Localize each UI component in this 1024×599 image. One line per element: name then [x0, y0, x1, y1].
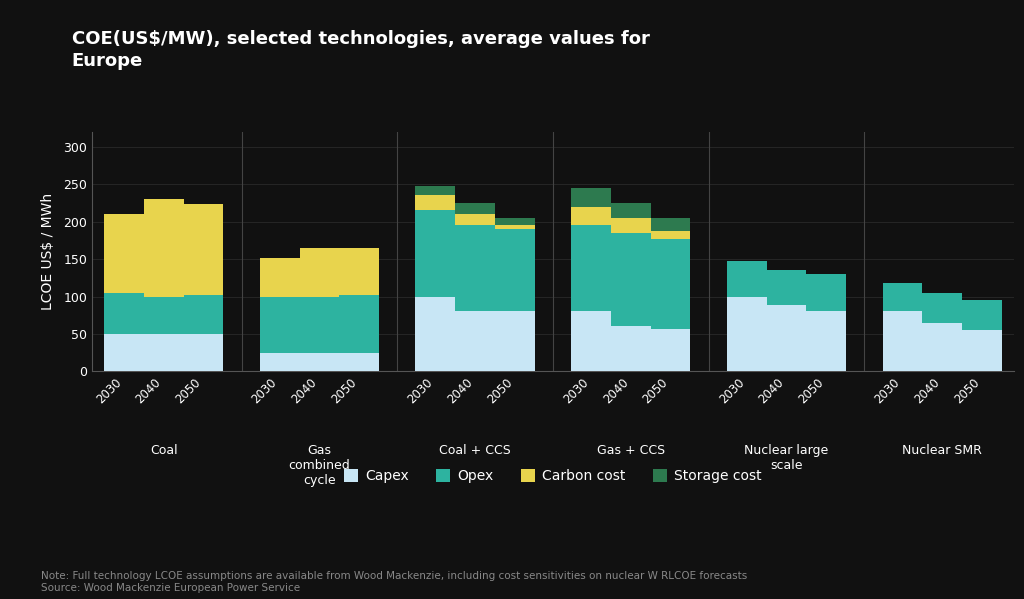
Text: Nuclear SMR: Nuclear SMR: [902, 444, 982, 456]
Bar: [456, 311, 495, 371]
Bar: [416, 297, 456, 371]
Bar: [611, 233, 650, 326]
Bar: [963, 330, 1001, 371]
Bar: [611, 203, 650, 218]
Bar: [883, 311, 923, 371]
Text: Nuclear large
scale: Nuclear large scale: [744, 444, 828, 471]
Bar: [727, 261, 767, 297]
Bar: [260, 297, 300, 353]
Bar: [883, 283, 923, 311]
Y-axis label: LCOE US$ / MWh: LCOE US$ / MWh: [41, 193, 55, 310]
Bar: [495, 311, 535, 371]
Bar: [727, 297, 767, 371]
Bar: [339, 295, 379, 353]
Bar: [611, 326, 650, 371]
Text: Gas + CCS: Gas + CCS: [597, 444, 665, 456]
Bar: [650, 218, 690, 231]
Bar: [495, 225, 535, 229]
Bar: [767, 270, 806, 305]
Bar: [495, 229, 535, 311]
Bar: [963, 300, 1001, 330]
Text: Gas
combined
cycle: Gas combined cycle: [289, 444, 350, 486]
Bar: [300, 248, 339, 297]
Bar: [923, 293, 963, 323]
Text: Coal + CCS: Coal + CCS: [439, 444, 511, 456]
Bar: [611, 218, 650, 233]
Bar: [571, 188, 611, 207]
Bar: [650, 239, 690, 329]
Bar: [923, 323, 963, 371]
Text: Coal: Coal: [150, 444, 177, 456]
Bar: [416, 210, 456, 297]
Bar: [104, 334, 143, 371]
Bar: [571, 311, 611, 371]
Bar: [300, 297, 339, 353]
Legend: Capex, Opex, Carbon cost, Storage cost: Capex, Opex, Carbon cost, Storage cost: [344, 470, 762, 483]
Bar: [495, 218, 535, 225]
Bar: [650, 329, 690, 371]
Bar: [456, 214, 495, 225]
Bar: [183, 204, 223, 295]
Bar: [456, 203, 495, 214]
Bar: [571, 207, 611, 225]
Bar: [806, 274, 846, 311]
Bar: [104, 293, 143, 334]
Bar: [806, 311, 846, 371]
Bar: [143, 334, 183, 371]
Bar: [416, 186, 456, 195]
Bar: [143, 199, 183, 297]
Bar: [456, 225, 495, 311]
Bar: [416, 195, 456, 210]
Bar: [183, 334, 223, 371]
Bar: [143, 297, 183, 334]
Bar: [339, 353, 379, 371]
Text: Note: Full technology LCOE assumptions are available from Wood Mackenzie, includ: Note: Full technology LCOE assumptions a…: [41, 571, 748, 593]
Bar: [183, 295, 223, 334]
Bar: [260, 353, 300, 371]
Bar: [260, 258, 300, 297]
Bar: [104, 214, 143, 293]
Bar: [767, 305, 806, 371]
Bar: [571, 225, 611, 311]
Bar: [650, 231, 690, 239]
Bar: [300, 353, 339, 371]
Bar: [339, 248, 379, 295]
Text: COE(US$/MW), selected technologies, average values for
Europe: COE(US$/MW), selected technologies, aver…: [72, 30, 649, 70]
